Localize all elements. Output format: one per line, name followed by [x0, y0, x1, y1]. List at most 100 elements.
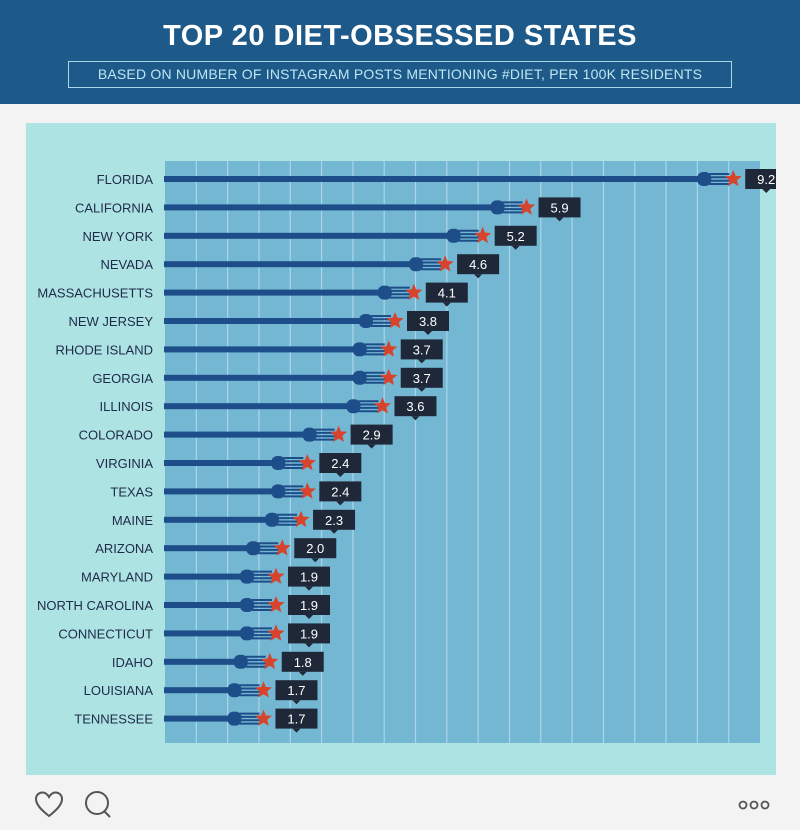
category-label: RHODE ISLAND [55, 342, 153, 357]
value-label: 2.4 [331, 484, 349, 499]
value-label: 3.7 [413, 342, 431, 357]
value-label-pointer [305, 643, 313, 648]
bar [164, 602, 246, 608]
chart-subtitle: BASED ON NUMBER OF INSTAGRAM POSTS MENTI… [68, 61, 732, 88]
value-label-pointer [305, 586, 313, 591]
value-label: 3.7 [413, 371, 431, 386]
fork-head [346, 399, 361, 414]
category-label: NEW YORK [82, 229, 153, 244]
star-marker [474, 226, 492, 244]
value-label-pointer [417, 387, 426, 392]
value-label-pointer [555, 217, 564, 222]
fork-head [227, 683, 242, 698]
category-label: NEVADA [101, 257, 154, 272]
bar [164, 488, 278, 495]
bar-row: CONNECTICUT 1.9 [58, 623, 330, 648]
bar-row: LOUISIANA 1.7 [84, 680, 318, 705]
bar-row: COLORADO 2.9 [79, 424, 393, 449]
bar-row: VIRGINIA 2.4 [96, 453, 362, 477]
value-label-pointer [762, 189, 771, 193]
star-marker [380, 340, 398, 357]
star-marker [267, 624, 285, 641]
value-label-pointer [511, 245, 520, 250]
value-label-box [494, 225, 537, 246]
star-marker [436, 255, 454, 272]
category-label: GEORGIA [92, 371, 153, 386]
comment-icon[interactable] [83, 790, 113, 820]
star-marker [273, 539, 291, 556]
category-label: ARIZONA [95, 541, 153, 556]
category-label: CALIFORNIA [75, 200, 153, 215]
bar [164, 715, 234, 722]
fork-head [271, 456, 286, 470]
star-marker [386, 312, 404, 329]
value-label-pointer [474, 274, 483, 279]
value-label-box [288, 566, 330, 587]
category-label: MASSACHUSETTS [37, 286, 153, 301]
fork-head [240, 569, 254, 584]
value-label: 2.3 [325, 513, 343, 528]
bar-row: NORTH CAROLINA 1.9 [37, 595, 330, 619]
heart-icon[interactable] [34, 790, 64, 820]
fork-head [490, 200, 505, 215]
star-marker [254, 681, 272, 698]
bar-row: RHODE ISLAND 3.7 [55, 339, 443, 364]
value-label-pointer [336, 473, 345, 477]
value-label: 3.6 [406, 399, 424, 414]
value-label: 1.8 [294, 655, 312, 670]
bar-row: TENNESSEE 1.7 [74, 708, 318, 733]
value-label: 1.7 [287, 712, 305, 727]
bar [164, 374, 359, 381]
value-label-box [294, 538, 337, 559]
bar [164, 460, 278, 466]
bar-row: FLORIDA 9.2 [97, 169, 776, 193]
value-label-box [313, 509, 356, 530]
star-marker [292, 510, 310, 528]
value-label-pointer [336, 501, 345, 506]
fork-head [233, 654, 248, 669]
bar [164, 687, 234, 694]
bar-row: TEXAS 2.4 [110, 481, 362, 506]
star-marker [373, 397, 391, 414]
star-marker [298, 454, 316, 471]
star-marker [267, 567, 285, 584]
bars-group: FLORIDA 9.2 CALIFORNIA 5.9 NEW YORK 5.2 NEVADA… [37, 169, 776, 733]
category-label: VIRGINIA [96, 456, 153, 471]
fork-head [352, 342, 367, 357]
more-icon[interactable] [738, 798, 770, 812]
star-marker [405, 283, 423, 300]
value-label: 3.8 [419, 314, 437, 329]
plot-area [165, 161, 760, 743]
bar [164, 516, 272, 523]
category-label: NEW JERSEY [68, 314, 153, 329]
bar-row: CALIFORNIA 5.9 [75, 197, 581, 222]
value-label-box [394, 396, 437, 417]
value-label-box [425, 282, 468, 303]
value-label: 1.7 [287, 683, 305, 698]
bar [164, 176, 704, 182]
value-label-pointer [292, 700, 301, 705]
category-label: LOUISIANA [84, 683, 154, 698]
value-label-pointer [305, 615, 313, 619]
fork-head [227, 711, 242, 726]
value-label: 5.2 [507, 229, 525, 244]
bar [164, 318, 365, 324]
value-label-pointer [411, 416, 420, 421]
value-label-pointer [367, 444, 376, 449]
value-label-box [538, 197, 581, 218]
fork-head [246, 541, 261, 556]
value-label-box [400, 367, 443, 388]
chart-panel: FLORIDA 9.2 CALIFORNIA 5.9 NEW YORK 5.2 NEVADA… [26, 123, 776, 775]
category-label: FLORIDA [97, 172, 154, 187]
category-label: ILLINOIS [100, 399, 154, 414]
category-label: TENNESSEE [74, 712, 153, 727]
bar [164, 630, 246, 637]
value-label-pointer [292, 728, 301, 733]
bar [164, 573, 246, 580]
fork-head [446, 228, 461, 243]
star-marker [330, 425, 348, 442]
category-label: IDAHO [112, 655, 153, 670]
bar-row: MAINE 2.3 [112, 509, 356, 534]
category-label: TEXAS [110, 484, 153, 499]
value-label-box [350, 424, 393, 445]
